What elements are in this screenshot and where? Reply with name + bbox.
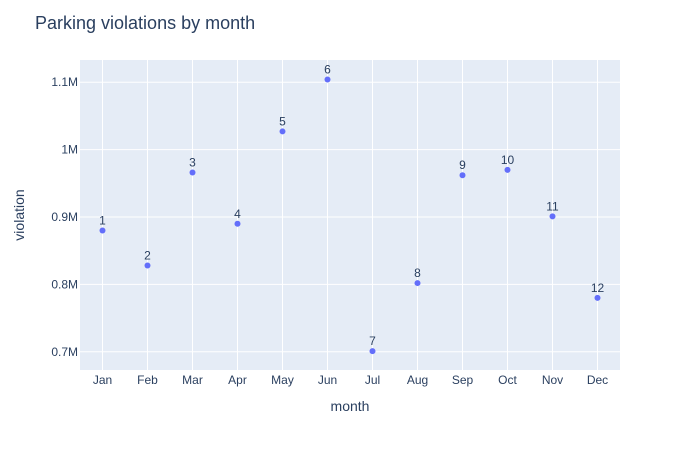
point-label: 7 (369, 334, 376, 348)
point-label: 11 (546, 199, 559, 213)
data-point[interactable] (549, 213, 556, 220)
y-tick-label: 1M (61, 143, 78, 157)
data-points (99, 76, 601, 355)
data-point[interactable] (369, 348, 376, 355)
data-point[interactable] (99, 227, 106, 234)
point-label: 9 (459, 158, 466, 172)
plot-area (80, 60, 620, 370)
y-tick-label: 0.8M (51, 277, 78, 291)
data-point[interactable] (189, 169, 196, 176)
data-point[interactable] (234, 220, 241, 227)
data-point[interactable] (594, 294, 601, 301)
chart-title: Parking violations by month (35, 13, 255, 33)
point-label: 4 (234, 207, 241, 221)
x-tick-label: Oct (498, 373, 517, 387)
x-tick-label: Apr (228, 373, 247, 387)
x-tick-labels: Jan Feb Mar Apr May Jun Jul Aug Sep Oct Nov Dec (93, 373, 608, 387)
point-label: 1 (99, 214, 106, 228)
point-label: 3 (189, 156, 196, 170)
data-point[interactable] (504, 166, 511, 173)
point-label: 6 (324, 63, 331, 77)
data-point[interactable] (324, 76, 331, 83)
x-tick-label: Aug (407, 373, 428, 387)
x-tick-label: Nov (542, 373, 563, 387)
x-tick-label: May (271, 373, 294, 387)
x-axis-title: month (331, 398, 370, 414)
grid-layer (80, 60, 620, 370)
x-tick-label: Jul (365, 373, 380, 387)
x-tick-label: Jan (93, 373, 112, 387)
x-tick-label: Mar (182, 373, 203, 387)
data-point[interactable] (414, 280, 421, 287)
y-tick-labels: 0.7M 0.8M 0.9M 1M 1.1M (51, 75, 78, 359)
point-label: 5 (279, 114, 286, 128)
data-point[interactable] (459, 172, 466, 179)
x-tick-label: Dec (587, 373, 608, 387)
data-point[interactable] (144, 262, 151, 269)
x-tick-label: Sep (452, 373, 474, 387)
point-label: 10 (501, 153, 515, 167)
point-label: 8 (414, 266, 421, 280)
x-tick-label: Jun (318, 373, 337, 387)
y-tick-label: 0.7M (51, 345, 78, 359)
point-label: 2 (144, 249, 151, 263)
data-point[interactable] (279, 128, 286, 135)
point-label: 12 (591, 281, 605, 295)
x-tick-label: Feb (137, 373, 158, 387)
y-tick-label: 0.9M (51, 210, 78, 224)
y-axis-title: violation (11, 189, 27, 240)
y-tick-label: 1.1M (51, 75, 78, 89)
